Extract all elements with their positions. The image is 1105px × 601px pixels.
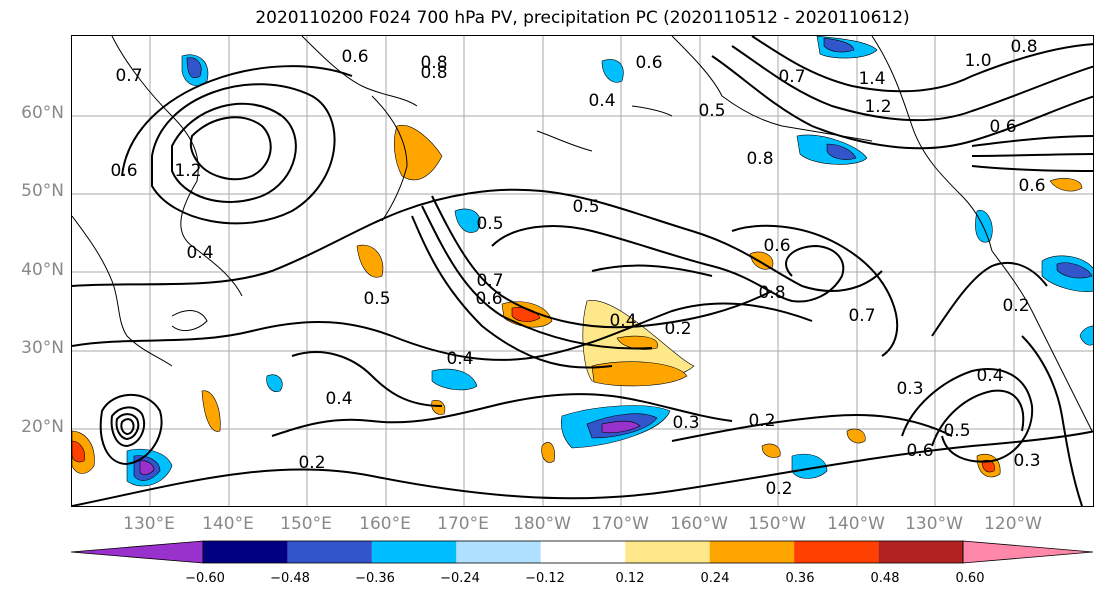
precip-patches (72, 36, 1093, 487)
colorbar-outline (202, 540, 964, 564)
contour-label: 0.5 (572, 197, 599, 217)
colorbar-tick: −0.48 (270, 571, 310, 586)
contour-label: 0.5 (476, 214, 503, 234)
colorbar-segments (71, 540, 1094, 564)
colorbar-tick: −0.60 (185, 571, 225, 586)
contour-label: 0.6 (635, 53, 662, 73)
contour-label: 0.8 (420, 63, 447, 83)
contour-label: 0.7 (476, 271, 503, 291)
contour-label: 0.6 (906, 441, 933, 461)
lat-label: 50°N (21, 181, 64, 201)
lon-label: 160°E (359, 514, 411, 534)
colorbar-segment (456, 541, 541, 563)
contour-label: 0.2 (765, 479, 792, 499)
lon-label: 120°W (984, 514, 1042, 534)
contour-label: 0.2 (748, 411, 775, 431)
colorbar-tick: −0.12 (525, 571, 565, 586)
contour-label: 1.4 (858, 69, 885, 89)
contour-label: 0.8 (758, 283, 785, 303)
contour-label: 0.6 (110, 161, 137, 181)
contour-label: 0.4 (588, 91, 615, 111)
lon-label: 170°E (437, 514, 489, 534)
contour-label: 0.7 (778, 67, 805, 87)
colorbar-tick: 0.36 (785, 571, 815, 586)
colorbar-segment (540, 541, 626, 563)
lon-label: 180°W (513, 514, 571, 534)
contour-label: 0.3 (672, 413, 699, 433)
colorbar-segment (794, 541, 879, 563)
colorbar (71, 540, 1094, 564)
lon-label: 150°W (748, 514, 806, 534)
contour-label: 0.4 (609, 311, 636, 331)
lat-label: 40°N (21, 260, 64, 280)
contour-label: 0.6 (989, 117, 1016, 137)
colorbar-segment (709, 541, 795, 563)
contour-labels: 0.6 0.8 0.8 1.0 0.8 0.7 0.6 0.4 0.5 0.7 … (110, 37, 1045, 499)
contour-label: 0.4 (446, 349, 473, 369)
contour-label: 0.8 (420, 53, 447, 73)
colorbar-tick: 0.24 (700, 571, 730, 586)
colorbar-segment (625, 541, 710, 563)
lon-label: 170°W (591, 514, 649, 534)
colorbar-extend-left (71, 540, 204, 564)
colorbar-tick: 0.12 (615, 571, 645, 586)
contour-label: 0.6 (763, 236, 790, 256)
contour-label: 0.8 (1010, 37, 1037, 57)
contour-label: 0.6 (341, 47, 368, 67)
contour-label: 0.4 (186, 243, 213, 263)
lon-label: 130°W (905, 514, 963, 534)
contour-label: 0.7 (848, 306, 875, 326)
contour-label: 0.4 (325, 389, 352, 409)
contour-label: 1.0 (964, 51, 991, 71)
contour-label: 0.6 (475, 289, 502, 309)
colorbar-extend-right (962, 540, 1094, 564)
contour-label: 0.3 (1013, 451, 1040, 471)
lon-label: 140°E (202, 514, 254, 534)
colorbar-segment (287, 541, 372, 563)
lat-label: 30°N (21, 338, 64, 358)
contour-label: 0.8 (746, 149, 773, 169)
contour-label: 1.2 (174, 161, 201, 181)
contour-label: 0.5 (698, 101, 725, 121)
contour-label: 1.2 (864, 97, 891, 117)
map-title: 2020110200 F024 700 hPa PV, precipitatio… (255, 8, 910, 28)
colorbar-segment (878, 541, 963, 563)
lat-label: 60°N (21, 103, 64, 123)
lon-label: 150°E (280, 514, 332, 534)
map-plot-area: 0.6 0.8 0.8 1.0 0.8 0.7 0.6 0.4 0.5 0.7 … (71, 35, 1094, 507)
colorbar-segment (203, 541, 288, 563)
lon-label: 160°W (670, 514, 728, 534)
pv-contours (72, 36, 1093, 506)
contour-label: 0.2 (664, 319, 691, 339)
contour-label: 0.2 (1002, 296, 1029, 316)
colorbar-tick: −0.24 (440, 571, 480, 586)
contour-label: 0.2 (298, 453, 325, 473)
lat-label: 20°N (21, 417, 64, 437)
coastlines (72, 36, 1093, 432)
contour-label: 0.3 (896, 379, 923, 399)
contour-label: 0.5 (943, 421, 970, 441)
contour-label: 0.4 (976, 366, 1003, 386)
colorbar-tick: 0.48 (870, 571, 900, 586)
contour-label: 0.5 (363, 289, 390, 309)
lon-label: 140°W (827, 514, 885, 534)
colorbar-tick: 0.60 (955, 571, 985, 586)
contour-label: 0.6 (1018, 176, 1045, 196)
contour-label: 0.7 (115, 66, 142, 86)
colorbar-tick: −0.36 (355, 571, 395, 586)
map-canvas: 0.6 0.8 0.8 1.0 0.8 0.7 0.6 0.4 0.5 0.7 … (72, 36, 1093, 506)
colorbar-segment (371, 541, 457, 563)
lon-label: 130°E (123, 514, 175, 534)
